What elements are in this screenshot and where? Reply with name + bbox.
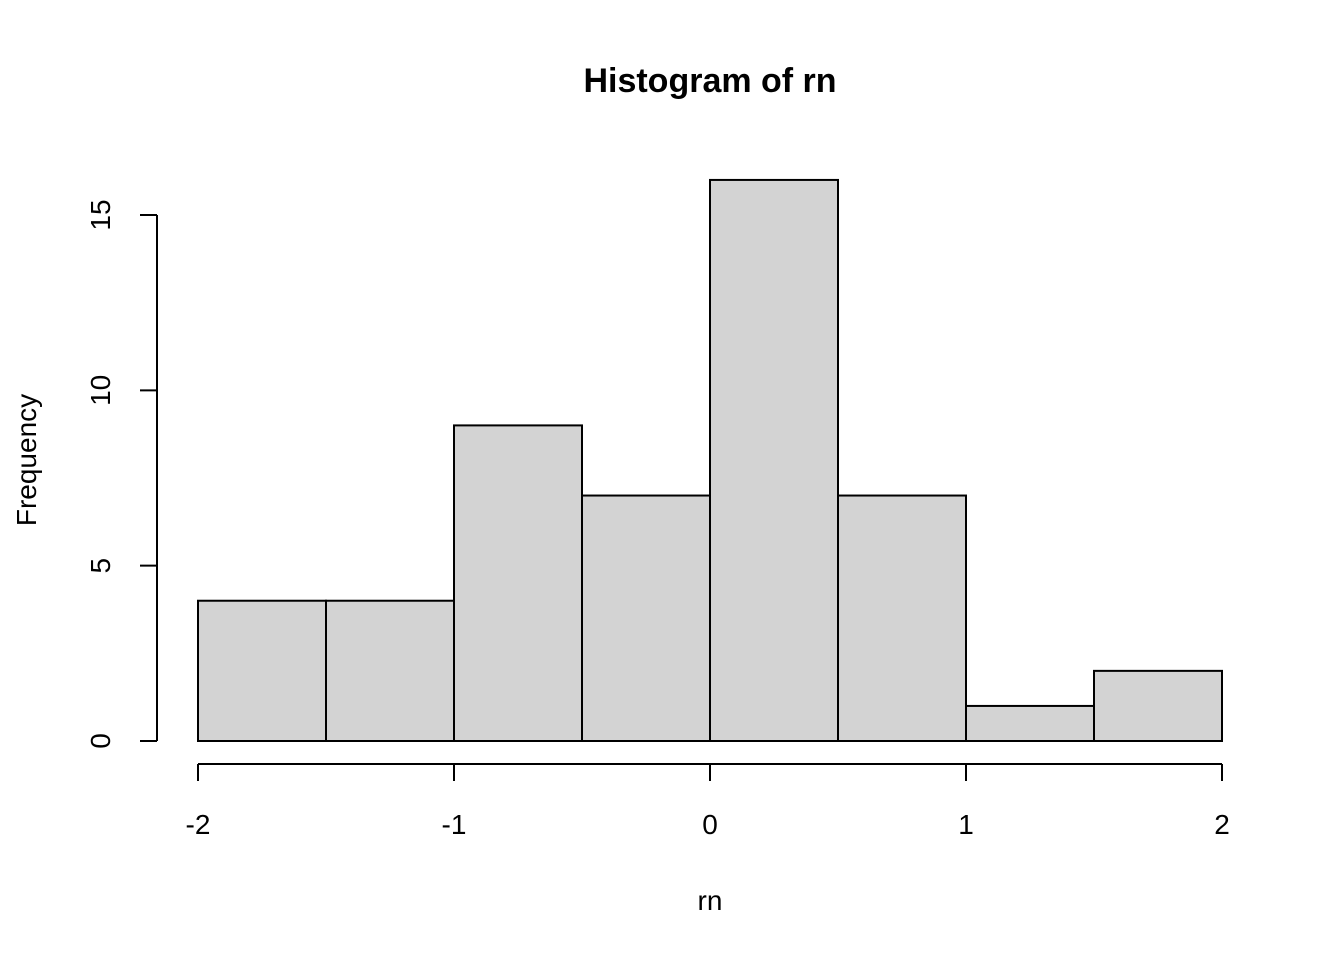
x-axis-label: rn: [698, 885, 723, 916]
x-axis: -2 -1 0 1 2: [186, 763, 1230, 840]
y-axis: 0 5 10 15: [85, 199, 158, 749]
y-axis-label: Frequency: [11, 394, 42, 526]
histogram-bar: [965, 704, 1095, 743]
histogram-bar: [325, 599, 455, 742]
histogram-bar: [1093, 669, 1223, 742]
histogram-bar: [837, 494, 967, 742]
x-tick-label: 0: [702, 809, 718, 840]
chart-title: Histogram of rn: [583, 62, 836, 100]
x-tick-label: 1: [958, 809, 974, 840]
y-tick-label: 10: [85, 375, 116, 406]
x-tick-label: -1: [442, 809, 467, 840]
x-tick-label: -2: [186, 809, 211, 840]
histogram-bar: [453, 424, 583, 742]
histogram-bar: [197, 599, 327, 742]
histogram-bar: [709, 178, 839, 742]
bars-group: [197, 178, 1223, 743]
x-tick-label: 2: [1214, 809, 1230, 840]
y-tick-label: 0: [85, 733, 116, 749]
y-tick-label: 5: [85, 558, 116, 574]
y-tick-label: 15: [85, 199, 116, 230]
histogram-bar: [581, 494, 711, 742]
